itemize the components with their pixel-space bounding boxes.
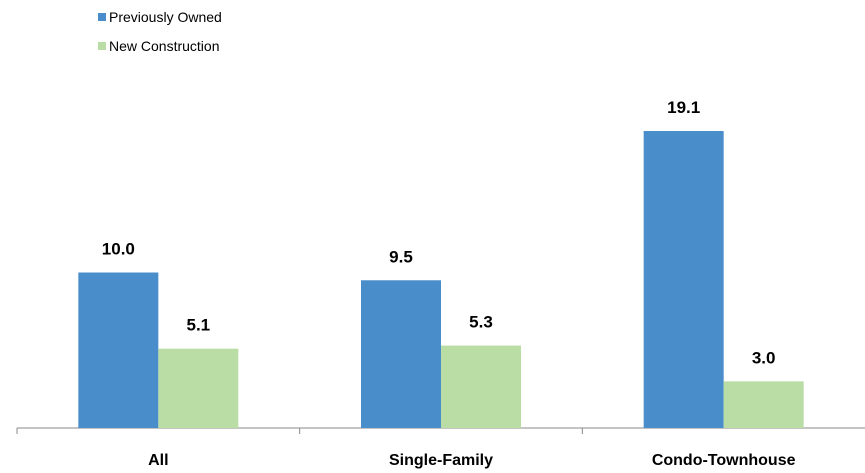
- data-label: 10.0: [102, 240, 135, 259]
- category-label: All: [148, 452, 168, 469]
- bar: [723, 381, 804, 428]
- category-label: Single-Family: [389, 452, 493, 469]
- bar: [441, 345, 521, 428]
- legend-swatch: [98, 42, 106, 50]
- bar: [78, 272, 159, 428]
- data-label: 5.3: [469, 313, 493, 332]
- bar: [361, 280, 441, 428]
- category-label: Condo-Townhouse: [652, 452, 796, 469]
- legend-label: New Construction: [109, 38, 220, 54]
- data-label: 5.1: [187, 316, 211, 335]
- data-label: 9.5: [389, 247, 413, 266]
- bar: [158, 348, 239, 428]
- legend-label: Previously Owned: [109, 9, 222, 25]
- legend-swatch: [98, 13, 106, 21]
- data-label: 19.1: [667, 98, 700, 117]
- data-label: 3.0: [752, 348, 776, 367]
- bar: [643, 131, 724, 428]
